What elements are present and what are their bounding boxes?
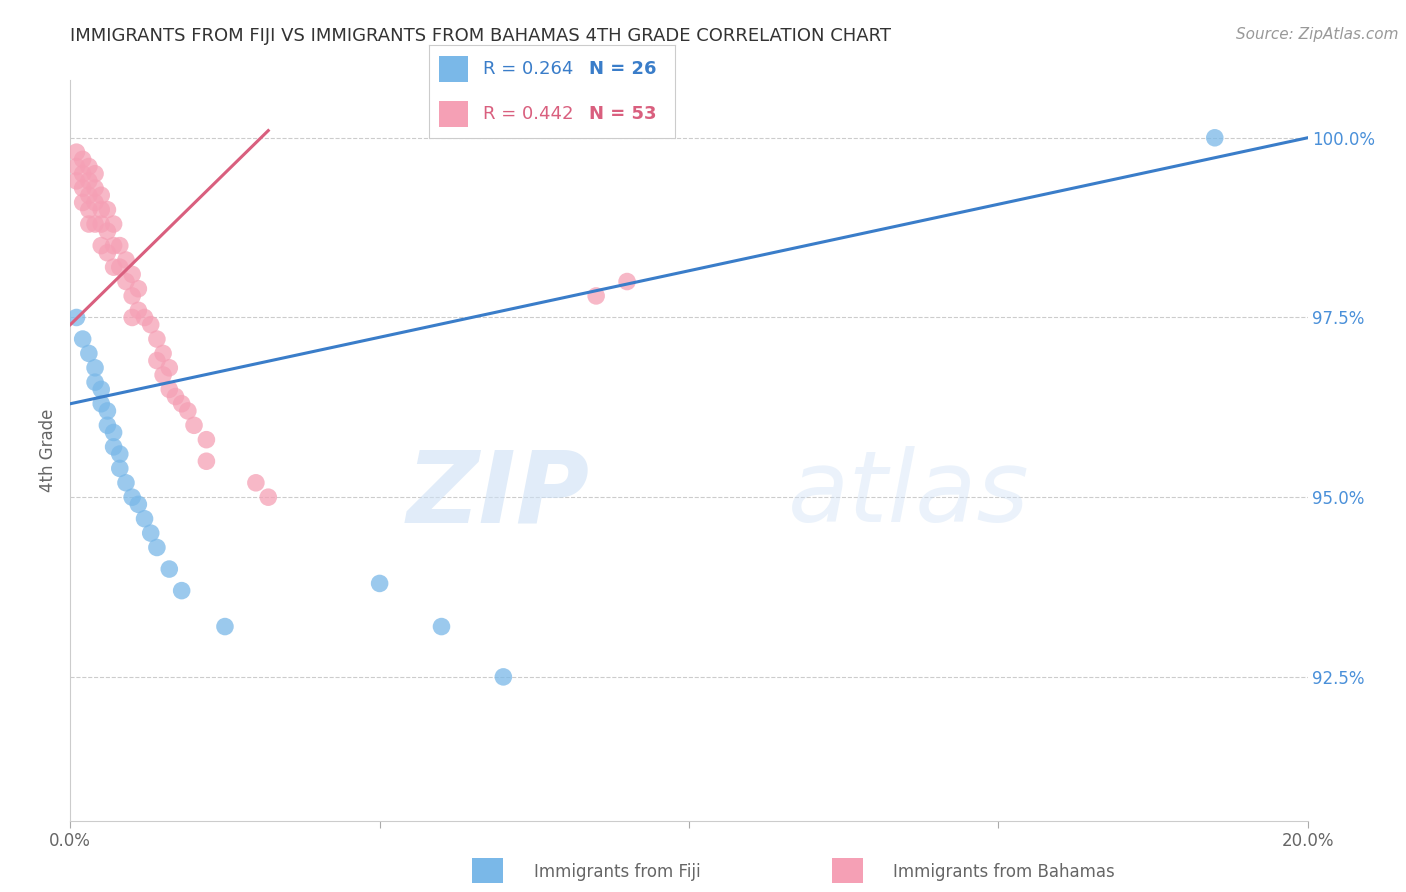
Point [90, 397, 112, 411]
Y-axis label: 4th Grade: 4th Grade [39, 409, 58, 492]
Point [72, 181, 94, 195]
Point [96, 202, 118, 217]
Text: atlas: atlas [787, 446, 1029, 543]
Point [127, 497, 149, 511]
Point [115, 475, 138, 490]
Point [183, 418, 205, 433]
Point [84, 181, 107, 195]
Point [157, 360, 180, 375]
Point [77, 188, 100, 202]
Point [96, 404, 118, 418]
Point [90, 238, 112, 252]
Point [103, 260, 125, 275]
FancyBboxPatch shape [439, 101, 468, 127]
Point [84, 195, 107, 210]
Point [157, 562, 180, 576]
Point [195, 454, 218, 468]
FancyBboxPatch shape [439, 56, 468, 82]
Point [84, 167, 107, 181]
Point [170, 583, 193, 598]
Text: N = 26: N = 26 [589, 60, 657, 78]
Point [121, 490, 143, 504]
Point [152, 346, 174, 360]
Point [65, 310, 87, 325]
Point [77, 174, 100, 188]
Point [103, 238, 125, 252]
Point [195, 433, 218, 447]
Point [1204, 130, 1226, 145]
Point [152, 368, 174, 382]
Text: Immigrants from Bahamas: Immigrants from Bahamas [893, 863, 1115, 881]
Point [90, 217, 112, 231]
Point [616, 275, 638, 289]
Point [90, 383, 112, 397]
Point [245, 475, 267, 490]
Point [492, 670, 515, 684]
Text: R = 0.442: R = 0.442 [484, 105, 574, 123]
Point [214, 619, 236, 633]
Point [72, 332, 94, 346]
Point [108, 461, 131, 475]
Point [134, 512, 156, 526]
Point [121, 268, 143, 282]
Point [72, 167, 94, 181]
Point [146, 353, 169, 368]
Text: N = 53: N = 53 [589, 105, 657, 123]
Point [115, 275, 138, 289]
Point [146, 541, 169, 555]
Text: Source: ZipAtlas.com: Source: ZipAtlas.com [1236, 27, 1399, 42]
Text: IMMIGRANTS FROM FIJI VS IMMIGRANTS FROM BAHAMAS 4TH GRADE CORRELATION CHART: IMMIGRANTS FROM FIJI VS IMMIGRANTS FROM … [70, 27, 891, 45]
Point [90, 188, 112, 202]
Point [77, 346, 100, 360]
Point [108, 238, 131, 252]
Point [430, 619, 453, 633]
Point [77, 202, 100, 217]
Point [84, 360, 107, 375]
Point [103, 217, 125, 231]
Point [72, 195, 94, 210]
Point [121, 289, 143, 303]
Point [368, 576, 391, 591]
Point [103, 425, 125, 440]
Point [96, 245, 118, 260]
Point [127, 303, 149, 318]
Point [139, 526, 162, 541]
Point [177, 404, 200, 418]
Point [108, 447, 131, 461]
Point [65, 160, 87, 174]
Point [257, 490, 280, 504]
Point [103, 440, 125, 454]
Point [96, 224, 118, 238]
Point [134, 310, 156, 325]
Point [96, 418, 118, 433]
Point [77, 217, 100, 231]
Point [585, 289, 607, 303]
Text: ZIP: ZIP [406, 446, 591, 543]
Point [127, 282, 149, 296]
Point [65, 145, 87, 160]
Point [72, 153, 94, 167]
Point [90, 202, 112, 217]
Point [121, 310, 143, 325]
Point [170, 397, 193, 411]
Point [108, 260, 131, 275]
Point [139, 318, 162, 332]
Text: R = 0.264: R = 0.264 [484, 60, 574, 78]
Point [84, 217, 107, 231]
Point [77, 160, 100, 174]
Point [157, 383, 180, 397]
Point [115, 252, 138, 267]
Point [165, 390, 187, 404]
Point [65, 174, 87, 188]
Text: Immigrants from Fiji: Immigrants from Fiji [534, 863, 702, 881]
Point [84, 375, 107, 389]
Point [146, 332, 169, 346]
